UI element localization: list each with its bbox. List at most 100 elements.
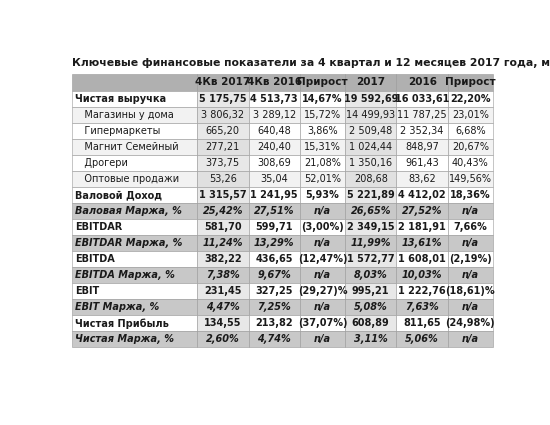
Text: Магазины у дома: Магазины у дома [75, 110, 174, 120]
Text: n/a: n/a [314, 303, 331, 312]
Bar [345, 155, 397, 171]
Bar [397, 267, 448, 283]
Bar [448, 107, 493, 123]
Text: 10,03%: 10,03% [402, 270, 442, 280]
Text: 14,67%: 14,67% [302, 94, 343, 104]
Text: 1 350,16: 1 350,16 [349, 158, 392, 168]
Text: 5,06%: 5,06% [405, 334, 439, 345]
Text: EBIT: EBIT [75, 286, 100, 296]
Text: n/a: n/a [314, 334, 331, 345]
Bar [249, 315, 300, 332]
Bar [448, 299, 493, 315]
Text: 327,25: 327,25 [256, 286, 293, 296]
Text: (24,98%): (24,98%) [446, 318, 495, 329]
Text: Оптовые продажи: Оптовые продажи [75, 174, 179, 184]
Bar [397, 203, 448, 219]
Text: n/a: n/a [462, 206, 479, 216]
Bar [249, 299, 300, 315]
Bar [300, 332, 345, 348]
Text: (12,47%): (12,47%) [298, 254, 347, 264]
Text: 21,08%: 21,08% [304, 158, 341, 168]
Bar [300, 187, 345, 203]
Text: Валовая Маржа, %: Валовая Маржа, % [75, 206, 182, 216]
Bar [448, 283, 493, 299]
Text: 13,61%: 13,61% [402, 238, 442, 248]
Bar [197, 219, 249, 235]
Bar [448, 155, 493, 171]
Text: Чистая Прибыль: Чистая Прибыль [75, 318, 169, 329]
Bar [448, 267, 493, 283]
Bar [397, 219, 448, 235]
Text: 134,55: 134,55 [204, 318, 241, 329]
Bar [300, 299, 345, 315]
Bar [300, 267, 345, 283]
Text: 599,71: 599,71 [256, 222, 293, 232]
Bar [345, 267, 397, 283]
Text: 382,22: 382,22 [204, 254, 241, 264]
Text: 26,65%: 26,65% [350, 206, 391, 216]
Text: 18,36%: 18,36% [450, 190, 491, 200]
Bar [300, 155, 345, 171]
Bar [397, 91, 448, 107]
Text: 665,20: 665,20 [206, 126, 240, 136]
Bar [249, 203, 300, 219]
Bar [249, 267, 300, 283]
Bar [345, 107, 397, 123]
Text: Магнит Семейный: Магнит Семейный [75, 142, 179, 152]
Bar [448, 332, 493, 348]
Bar [72, 74, 197, 91]
Bar [197, 171, 249, 187]
Bar [397, 332, 448, 348]
Bar [345, 315, 397, 332]
Text: n/a: n/a [314, 270, 331, 280]
Bar [397, 235, 448, 251]
Bar [345, 91, 397, 107]
Text: 19 592,69: 19 592,69 [344, 94, 398, 104]
Text: 240,40: 240,40 [257, 142, 291, 152]
Bar [197, 203, 249, 219]
Text: 4Кв 2017: 4Кв 2017 [195, 77, 250, 88]
Text: 2 509,48: 2 509,48 [349, 126, 392, 136]
Bar [72, 251, 197, 267]
Bar [448, 219, 493, 235]
Text: 27,51%: 27,51% [254, 206, 294, 216]
Text: 7,25%: 7,25% [257, 303, 291, 312]
Text: 640,48: 640,48 [257, 126, 291, 136]
Text: EBITDAR Маржа, %: EBITDAR Маржа, % [75, 238, 183, 248]
Text: (2,19%): (2,19%) [449, 254, 492, 264]
Text: Ключевые финансовые показатели за 4 квартал и 12 месяцев 2017 года, млн. долл.⁵:: Ключевые финансовые показатели за 4 квар… [72, 58, 550, 68]
Text: 83,62: 83,62 [408, 174, 436, 184]
Bar [448, 123, 493, 139]
Bar [249, 283, 300, 299]
Text: 5,93%: 5,93% [306, 190, 339, 200]
Text: 4 513,73: 4 513,73 [250, 94, 298, 104]
Bar [345, 123, 397, 139]
Text: 11,99%: 11,99% [350, 238, 391, 248]
Text: 213,82: 213,82 [255, 318, 293, 329]
Text: 208,68: 208,68 [354, 174, 388, 184]
Text: 40,43%: 40,43% [452, 158, 489, 168]
Bar [397, 155, 448, 171]
Text: 2016: 2016 [408, 77, 437, 88]
Bar [345, 299, 397, 315]
Bar [197, 74, 249, 91]
Text: 2 352,34: 2 352,34 [400, 126, 444, 136]
Text: 1 241,95: 1 241,95 [250, 190, 298, 200]
Text: 7,63%: 7,63% [405, 303, 439, 312]
Bar [249, 107, 300, 123]
Bar [397, 251, 448, 267]
Bar [72, 91, 197, 107]
Bar [197, 91, 249, 107]
Text: 9,67%: 9,67% [257, 270, 291, 280]
Bar [249, 139, 300, 155]
Bar [72, 235, 197, 251]
Bar [300, 139, 345, 155]
Text: 995,21: 995,21 [352, 286, 389, 296]
Bar [397, 187, 448, 203]
Text: 1 608,01: 1 608,01 [398, 254, 446, 264]
Bar [197, 299, 249, 315]
Text: n/a: n/a [462, 238, 479, 248]
Text: 20,67%: 20,67% [452, 142, 489, 152]
Bar [197, 332, 249, 348]
Text: 15,31%: 15,31% [304, 142, 341, 152]
